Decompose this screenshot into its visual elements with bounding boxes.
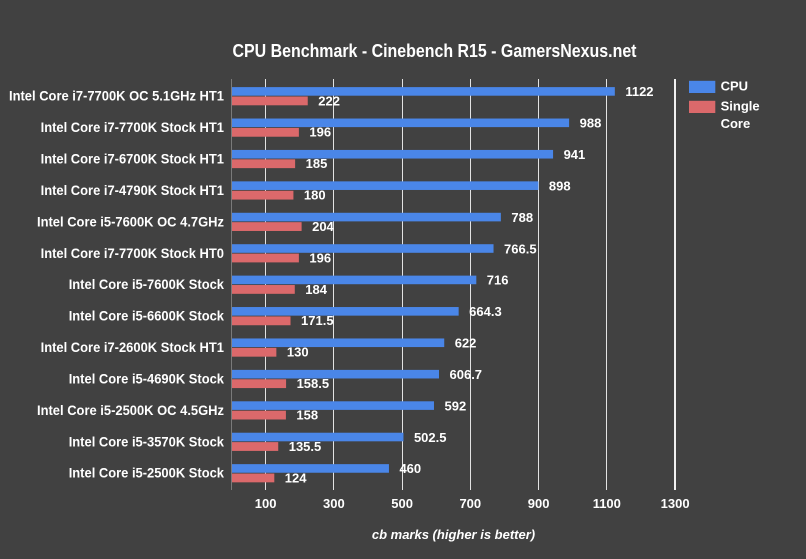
svg-text:606.7: 606.7 bbox=[450, 367, 483, 382]
svg-text:Core: Core bbox=[721, 116, 751, 131]
svg-text:Intel Core i7-7700K Stock HT0: Intel Core i7-7700K Stock HT0 bbox=[41, 245, 225, 261]
svg-text:716: 716 bbox=[487, 273, 509, 288]
svg-text:196: 196 bbox=[309, 125, 331, 140]
svg-text:1122: 1122 bbox=[625, 84, 653, 99]
svg-text:196: 196 bbox=[309, 250, 331, 265]
svg-text:124: 124 bbox=[285, 470, 307, 485]
svg-text:Intel Core i7-6700K Stock HT1: Intel Core i7-6700K Stock HT1 bbox=[41, 151, 225, 167]
svg-text:204: 204 bbox=[312, 219, 334, 234]
svg-text:1100: 1100 bbox=[593, 496, 621, 511]
svg-text:941: 941 bbox=[564, 147, 586, 162]
svg-text:622: 622 bbox=[455, 336, 477, 351]
svg-text:Intel Core i5-7600K Stock: Intel Core i5-7600K Stock bbox=[69, 276, 224, 292]
svg-text:158.5: 158.5 bbox=[297, 376, 330, 391]
svg-text:Single: Single bbox=[721, 99, 760, 114]
svg-text:592: 592 bbox=[444, 398, 466, 413]
svg-text:988: 988 bbox=[580, 116, 602, 131]
svg-text:900: 900 bbox=[528, 496, 550, 511]
svg-text:cb marks (higher is better): cb marks (higher is better) bbox=[372, 527, 535, 542]
svg-text:135.5: 135.5 bbox=[289, 439, 322, 454]
svg-text:158: 158 bbox=[296, 408, 318, 423]
svg-text:766.5: 766.5 bbox=[504, 241, 537, 256]
svg-text:Intel Core i7-4790K Stock HT1: Intel Core i7-4790K Stock HT1 bbox=[41, 182, 225, 198]
svg-text:300: 300 bbox=[323, 496, 345, 511]
svg-text:Intel Core i5-4690K Stock: Intel Core i5-4690K Stock bbox=[69, 370, 224, 386]
svg-text:Intel Core i7-2600K Stock HT1: Intel Core i7-2600K Stock HT1 bbox=[41, 339, 225, 355]
svg-text:180: 180 bbox=[304, 188, 326, 203]
svg-text:1300: 1300 bbox=[661, 496, 690, 511]
svg-text:100: 100 bbox=[255, 496, 277, 511]
svg-text:500: 500 bbox=[391, 496, 413, 511]
svg-text:460: 460 bbox=[399, 461, 421, 476]
svg-text:Intel Core i5-3570K Stock: Intel Core i5-3570K Stock bbox=[69, 433, 224, 449]
svg-text:Intel Core i7-7700K Stock HT1: Intel Core i7-7700K Stock HT1 bbox=[41, 119, 225, 135]
svg-text:CPU: CPU bbox=[721, 78, 748, 93]
svg-text:Intel Core i7-7700K OC 5.1GHz: Intel Core i7-7700K OC 5.1GHz HT1 bbox=[9, 88, 224, 104]
svg-text:185: 185 bbox=[306, 156, 328, 171]
svg-text:Intel Core i5-7600K OC 4.7GHz: Intel Core i5-7600K OC 4.7GHz bbox=[37, 213, 224, 229]
svg-text:Intel Core i5-2500K OC 4.5GHz: Intel Core i5-2500K OC 4.5GHz bbox=[37, 402, 224, 418]
svg-text:171.5: 171.5 bbox=[301, 313, 334, 328]
svg-text:Intel Core i5-2500K Stock: Intel Core i5-2500K Stock bbox=[69, 465, 224, 481]
svg-text:502.5: 502.5 bbox=[414, 430, 447, 445]
svg-text:664.3: 664.3 bbox=[469, 304, 502, 319]
svg-text:184: 184 bbox=[305, 282, 327, 297]
svg-text:CPU Benchmark - Cinebench R15: CPU Benchmark - Cinebench R15 - GamersNe… bbox=[233, 40, 637, 61]
svg-text:788: 788 bbox=[511, 210, 533, 225]
svg-text:130: 130 bbox=[287, 345, 309, 360]
svg-text:700: 700 bbox=[459, 496, 481, 511]
svg-text:Intel Core i5-6600K Stock: Intel Core i5-6600K Stock bbox=[69, 308, 224, 324]
svg-text:222: 222 bbox=[318, 93, 340, 108]
svg-text:898: 898 bbox=[549, 178, 571, 193]
